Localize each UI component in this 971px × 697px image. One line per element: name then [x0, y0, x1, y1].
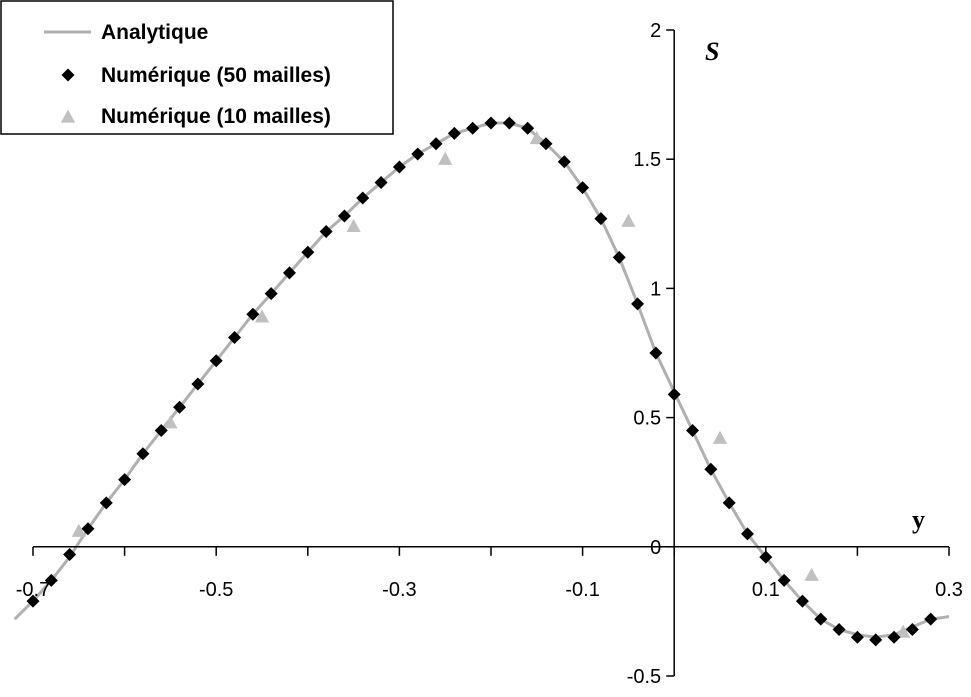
point-numerique-50-mailles	[209, 354, 223, 368]
point-numerique-50-mailles	[502, 116, 516, 130]
point-numerique-50-mailles	[869, 633, 883, 647]
point-numerique-10-mailles	[163, 415, 178, 429]
point-numerique-50-mailles	[191, 377, 205, 391]
point-numerique-50-mailles	[612, 250, 626, 264]
point-numerique-50-mailles	[337, 209, 351, 223]
point-numerique-50-mailles	[759, 550, 773, 564]
point-numerique-10-mailles	[529, 131, 544, 145]
point-numerique-50-mailles	[264, 287, 278, 301]
point-numerique-50-mailles	[850, 630, 864, 644]
point-numerique-50-mailles	[319, 225, 333, 239]
point-numerique-50-mailles	[539, 137, 553, 151]
x-tick-label: 0.3	[935, 579, 963, 601]
axes-layer: -0.7 -0.5 -0.3 -0.1 0.1 0.3 -0.5 0 0.5 1 1.5 2 Sy	[16, 20, 963, 688]
legend: Analytique Numérique (50 mailles) Numériqu…	[0, 0, 394, 135]
point-numerique-50-mailles	[795, 594, 809, 608]
y-tick-label: 1.5	[633, 149, 661, 171]
point-numerique-50-mailles	[521, 121, 535, 135]
point-numerique-50-mailles	[631, 297, 645, 311]
point-numerique-50-mailles	[44, 573, 58, 587]
point-numerique-10-mailles	[804, 567, 819, 581]
point-numerique-50-mailles	[392, 160, 406, 174]
point-numerique-50-mailles	[99, 496, 113, 510]
x-tick-label: 0.1	[752, 579, 780, 601]
point-numerique-10-mailles	[71, 523, 86, 537]
point-numerique-10-mailles	[438, 151, 453, 165]
point-numerique-50-mailles	[557, 155, 571, 169]
point-numerique-50-mailles	[228, 330, 242, 344]
point-numerique-50-mailles	[777, 573, 791, 587]
point-numerique-50-mailles	[832, 622, 846, 636]
point-numerique-50-mailles	[246, 307, 260, 321]
point-numerique-50-mailles	[686, 424, 700, 438]
x-tick-label: -0.3	[382, 579, 416, 601]
y-tick-label: 1	[650, 278, 661, 300]
analytique-curve-layer	[13, 121, 950, 639]
point-numerique-50-mailles	[301, 245, 315, 259]
x-tick-label: -0.7	[16, 579, 50, 601]
point-numerique-50-mailles	[447, 126, 461, 140]
point-numerique-50-mailles	[173, 400, 187, 414]
point-numerique-50-mailles	[722, 496, 736, 510]
x-axis-label: y	[912, 505, 925, 534]
point-numerique-50-mailles	[118, 473, 132, 487]
point-numerique-50-mailles	[740, 527, 754, 541]
point-numerique-50-mailles	[466, 121, 480, 135]
y-tick-label: 2	[650, 20, 661, 42]
point-numerique-10-mailles	[254, 309, 270, 323]
point-numerique-50-mailles	[154, 424, 168, 438]
legend-swatch-10-mailles	[60, 109, 76, 123]
point-numerique-50-mailles	[576, 181, 590, 195]
x-tick-label: -0.1	[565, 579, 599, 601]
point-numerique-50-mailles	[649, 346, 663, 360]
y-tick-label: 0	[650, 537, 661, 559]
point-numerique-50-mailles	[356, 191, 370, 205]
point-numerique-50-mailles	[81, 522, 95, 536]
point-numerique-10-mailles	[621, 213, 636, 227]
point-numerique-50-mailles	[63, 548, 77, 562]
point-numerique-50-mailles	[594, 212, 608, 226]
point-numerique-50-mailles	[704, 462, 718, 476]
legend-label: Numérique (10 mailles)	[101, 105, 331, 128]
analytique-series-line	[13, 121, 950, 639]
point-numerique-10-mailles	[896, 624, 911, 638]
diamond-markers-layer	[26, 116, 938, 647]
legend-label: Analytique	[101, 21, 208, 44]
point-numerique-50-mailles	[924, 612, 938, 626]
point-numerique-50-mailles	[814, 612, 828, 626]
point-numerique-50-mailles	[374, 175, 388, 189]
point-numerique-50-mailles	[887, 630, 901, 644]
point-numerique-50-mailles	[429, 137, 443, 151]
point-numerique-50-mailles	[905, 622, 919, 636]
y-axis-label: S	[705, 37, 719, 66]
triangle-markers-layer	[71, 131, 911, 638]
point-numerique-50-mailles	[26, 594, 40, 608]
point-numerique-50-mailles	[136, 447, 150, 461]
x-tick-label: -0.5	[199, 579, 233, 601]
point-numerique-50-mailles	[484, 116, 498, 130]
legend-box	[0, 0, 394, 135]
y-tick-label: -0.5	[627, 666, 661, 688]
point-numerique-50-mailles	[411, 147, 425, 161]
point-numerique-10-mailles	[712, 430, 728, 444]
legend-swatch-50-mailles	[61, 68, 75, 82]
point-numerique-50-mailles	[282, 266, 296, 280]
point-numerique-10-mailles	[346, 218, 361, 233]
legend-label: Numérique (50 mailles)	[101, 64, 331, 87]
y-tick-label: 0.5	[633, 408, 661, 430]
